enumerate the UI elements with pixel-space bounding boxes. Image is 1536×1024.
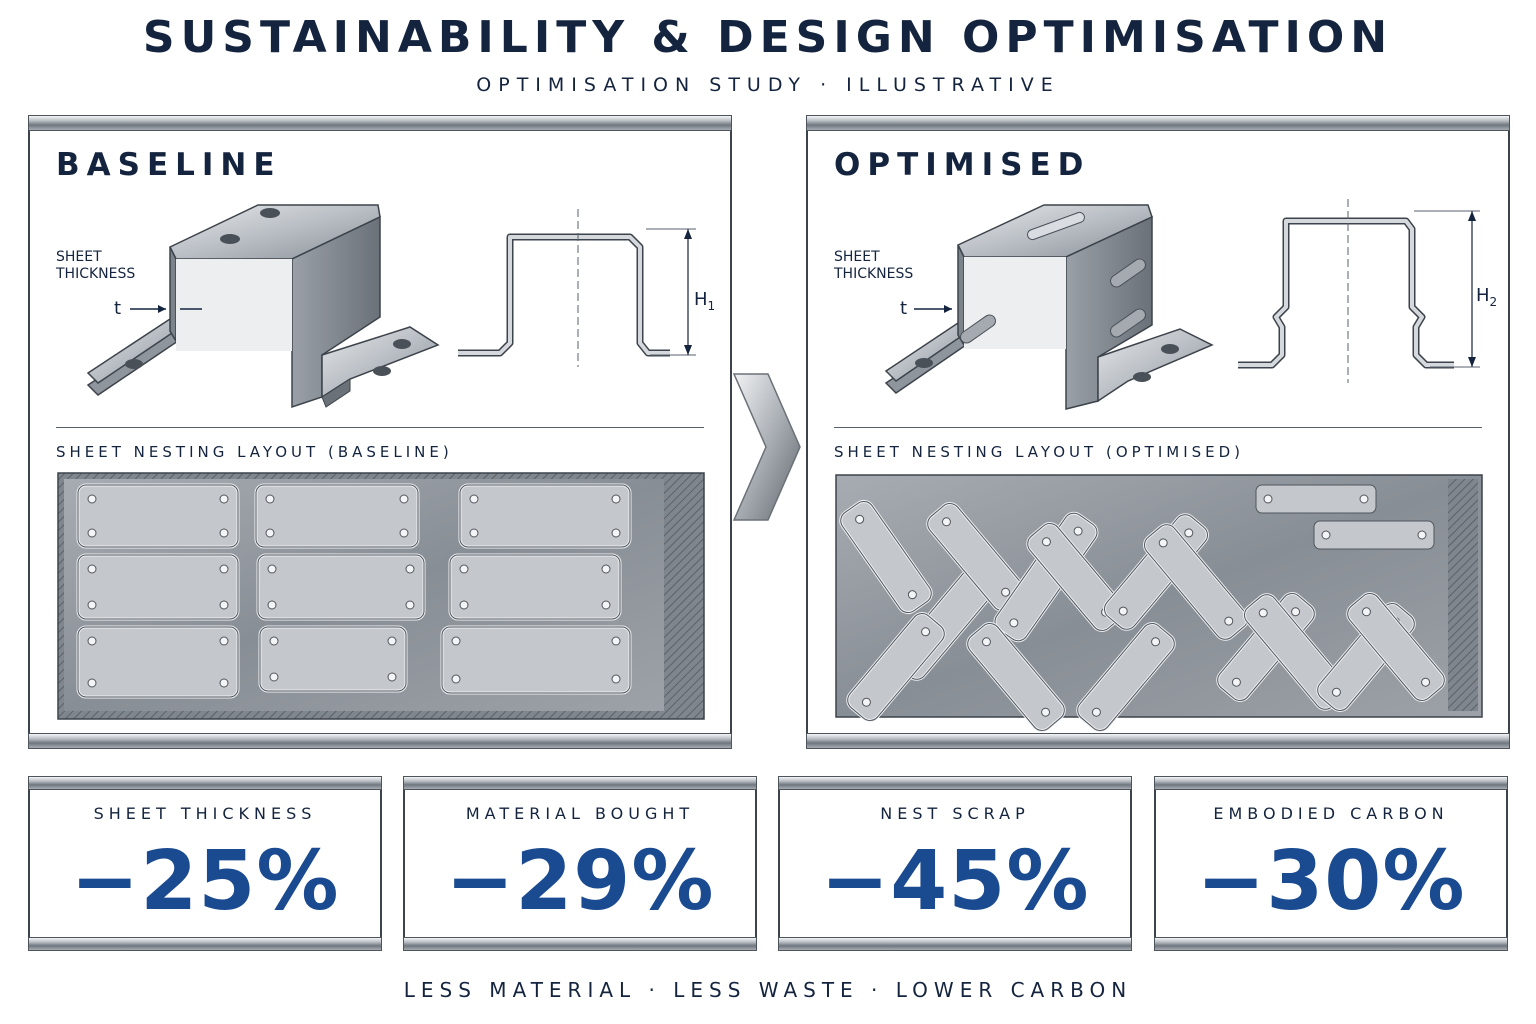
nested-part	[839, 499, 933, 615]
card-rail-bottom	[778, 937, 1132, 951]
nested-part	[1346, 592, 1446, 702]
panel-rail-top	[28, 115, 732, 131]
footer-tagline: LESS MATERIAL · LESS WASTE · LOWER CARBO…	[403, 978, 1133, 1002]
stat-value: −29%	[445, 834, 715, 929]
panel-rail-bottom	[806, 733, 1510, 749]
stat-value: −30%	[1196, 834, 1466, 929]
baseline-nest-label: SHEET NESTING LAYOUT (BASELINE)	[56, 443, 453, 461]
nested-part	[846, 612, 946, 722]
stat-value: −25%	[70, 834, 340, 929]
stat-card-sheet-thickness: SHEET THICKNESS −25%	[28, 776, 382, 951]
nested-part	[1076, 622, 1176, 732]
nested-part	[440, 625, 632, 695]
card-rail-top	[778, 776, 1132, 790]
optimised-divider	[834, 427, 1482, 428]
optimised-panel: OPTIMISED t	[806, 115, 1510, 749]
optimised-drawings: t H2	[835, 199, 1497, 732]
panel-rail-top	[806, 115, 1510, 131]
nested-part	[1143, 523, 1249, 641]
card-rail-top	[403, 776, 757, 790]
optimised-bracket-3d: t	[884, 204, 1214, 410]
chevron-right-icon	[732, 373, 801, 521]
baseline-title: BASELINE	[56, 147, 282, 183]
nested-part	[448, 553, 622, 621]
baseline-divider	[56, 427, 704, 428]
baseline-drawings: t H1	[57, 204, 715, 720]
nested-part	[254, 483, 420, 549]
baseline-height-label: H1	[694, 289, 715, 313]
stat-label: EMBODIED CARBON	[1213, 804, 1449, 823]
baseline-panel: BASELINE t	[28, 115, 732, 749]
nested-part	[76, 553, 240, 621]
nested-part	[76, 625, 240, 699]
baseline-t-label: t	[114, 298, 121, 319]
panel-rail-bottom	[28, 733, 732, 749]
card-rail-top	[1154, 776, 1508, 790]
baseline-profile-2d: H1	[458, 209, 715, 367]
stat-label: NEST SCRAP	[880, 804, 1030, 823]
optimised-profile-2d: H2	[1238, 199, 1497, 383]
optimised-nested-parts	[839, 484, 1446, 732]
stat-card-material-bought: MATERIAL BOUGHT −29%	[403, 776, 757, 951]
baseline-thickness-label: SHEET THICKNESS	[56, 249, 136, 282]
baseline-nested-parts	[76, 483, 632, 699]
nested-part	[1313, 520, 1435, 550]
nested-part	[76, 483, 240, 549]
nested-part	[258, 625, 408, 693]
optimised-nest-label: SHEET NESTING LAYOUT (OPTIMISED)	[834, 443, 1245, 461]
baseline-bracket-3d: t	[86, 204, 440, 409]
stat-card-embodied-carbon: EMBODIED CARBON −30%	[1154, 776, 1508, 951]
card-rail-top	[28, 776, 382, 790]
card-rail-bottom	[403, 937, 757, 951]
stat-card-nest-scrap: NEST SCRAP −45%	[778, 776, 1132, 951]
stat-label: MATERIAL BOUGHT	[465, 804, 695, 823]
card-rail-bottom	[28, 937, 382, 951]
nested-part	[1255, 484, 1377, 514]
optimised-title: OPTIMISED	[834, 147, 1091, 183]
nested-part	[966, 622, 1066, 732]
optimised-height-label: H2	[1476, 285, 1497, 309]
nested-part	[256, 553, 426, 621]
stat-value: −45%	[820, 834, 1090, 929]
card-rail-bottom	[1154, 937, 1508, 951]
optimised-t-label: t	[900, 298, 907, 319]
optimised-thickness-label: SHEET THICKNESS	[834, 249, 914, 282]
stat-label: SHEET THICKNESS	[93, 804, 317, 823]
page-title: SUSTAINABILITY & DESIGN OPTIMISATION	[142, 12, 1394, 63]
page-subtitle: OPTIMISATION STUDY · ILLUSTRATIVE	[476, 74, 1060, 96]
nested-part	[458, 483, 632, 549]
